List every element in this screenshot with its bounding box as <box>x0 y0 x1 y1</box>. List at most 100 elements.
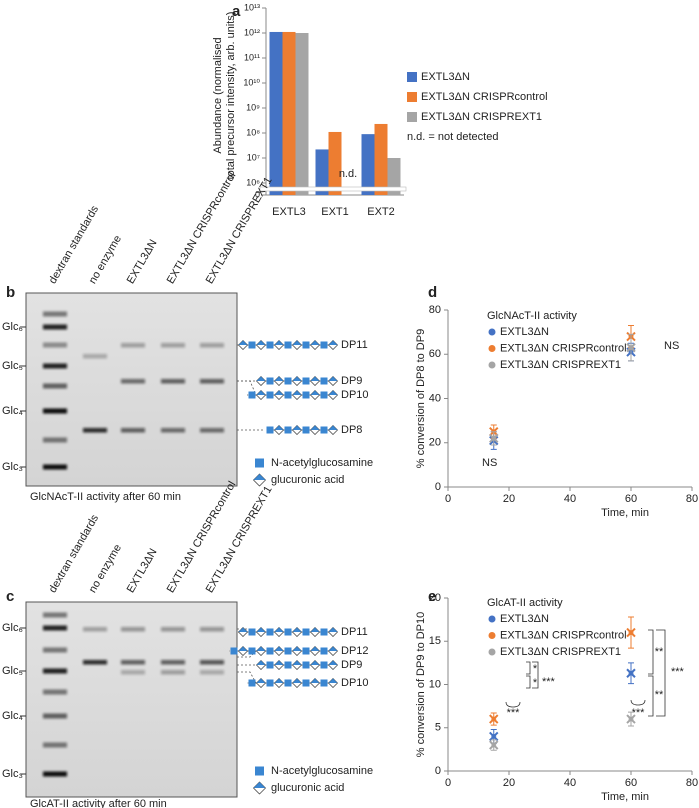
band <box>43 324 67 330</box>
annotation: *** <box>507 707 521 719</box>
glcNAc <box>302 679 310 687</box>
y-axis-title-line: Abundance (normalised <box>212 37 224 153</box>
legend-label: EXTL3ΔN <box>500 613 549 625</box>
x-tick-label: 0 <box>445 777 451 789</box>
annotation: NS <box>664 340 679 352</box>
legend-marker <box>488 632 496 639</box>
legend-marker <box>488 345 496 352</box>
glcNAc <box>248 679 256 687</box>
x-tick-label: EXT2 <box>367 206 395 218</box>
bar <box>374 123 388 195</box>
band <box>121 627 145 632</box>
band <box>161 343 185 348</box>
glcNAc <box>284 628 292 636</box>
band <box>200 379 224 384</box>
legend-label: EXTL3ΔN CRISPREXT1 <box>500 359 621 371</box>
glcNAc <box>302 377 310 385</box>
glcA-half <box>274 376 284 381</box>
glcA-half <box>292 425 302 430</box>
glcA-half <box>256 390 266 395</box>
y-axis-title: % conversion of DP9 to DP10 <box>415 612 427 758</box>
glcNAc <box>266 391 274 399</box>
product-label: DP9 <box>341 659 362 671</box>
glcNAc <box>266 426 274 434</box>
x-tick-label: 20 <box>503 777 515 789</box>
legend-marker <box>488 615 496 623</box>
glcA-half <box>256 646 266 651</box>
ladder-label: Glc₄ <box>2 710 24 722</box>
band <box>83 354 107 359</box>
product-label: DP10 <box>341 389 369 401</box>
glcA-half <box>274 390 284 395</box>
y-tick-label: 0 <box>435 765 441 777</box>
legend-label: glucuronic acid <box>271 782 344 794</box>
glcA-half <box>256 678 266 683</box>
glcNAc <box>302 341 310 349</box>
glcNAc <box>320 628 328 636</box>
annotation: NS <box>482 457 497 469</box>
glcA-half <box>328 340 338 345</box>
legend-title: GlcNAcT-II activity <box>487 310 577 322</box>
missing-label: n.d. <box>339 168 357 180</box>
point <box>491 742 497 748</box>
band <box>161 627 185 632</box>
y-tick-label: 5 <box>435 722 441 734</box>
glcNAc <box>302 391 310 399</box>
panel-label: e <box>428 588 436 605</box>
legend-glcNAc <box>255 766 264 776</box>
glcNAc <box>320 391 328 399</box>
band <box>43 612 67 618</box>
band <box>43 383 67 389</box>
y-tick-label: 10 <box>429 678 441 690</box>
y-tick-label: 0 <box>255 189 260 199</box>
glcNAc <box>266 679 274 687</box>
band <box>43 742 67 748</box>
glcA-half <box>292 627 302 632</box>
glcNAc <box>302 426 310 434</box>
glcNAc <box>230 647 238 655</box>
annotation: ** <box>655 646 664 658</box>
glcNAc <box>284 341 292 349</box>
band <box>83 627 107 632</box>
product-label: DP10 <box>341 677 369 689</box>
point <box>628 345 634 351</box>
product-label: DP9 <box>341 375 362 387</box>
glcA-half <box>328 425 338 430</box>
band <box>121 660 145 665</box>
point <box>491 733 497 739</box>
panel-label: d <box>428 284 437 301</box>
glcA-half <box>256 660 266 665</box>
glcA-half <box>256 376 266 381</box>
legend-label: N-acetylglucosamine <box>271 765 373 777</box>
y-tick-label: 20 <box>429 592 441 604</box>
glcA-half <box>310 376 320 381</box>
lane-label: no enzyme <box>87 542 124 595</box>
glcA-half <box>292 678 302 683</box>
legend-label: EXTL3ΔN CRISPREXT1 <box>500 646 621 658</box>
annotation: * <box>533 677 538 689</box>
panel-label: c <box>6 588 14 605</box>
x-tick-label: 40 <box>564 777 576 789</box>
glcA-half <box>328 627 338 632</box>
y-tick-label: 20 <box>429 437 441 449</box>
band <box>121 379 145 384</box>
legend-marker <box>488 328 496 336</box>
band <box>43 713 67 719</box>
glcNAc <box>248 647 256 655</box>
point <box>491 716 497 722</box>
glcA-half <box>310 678 320 683</box>
band <box>43 647 67 653</box>
product-label: DP12 <box>341 645 369 657</box>
y-tick-label: 0 <box>435 481 441 493</box>
band <box>121 428 145 433</box>
panel-label: a <box>232 3 241 20</box>
x-tick-label: 60 <box>625 777 637 789</box>
x-tick-label: 80 <box>686 493 698 505</box>
glcA-half <box>238 646 248 651</box>
x-tick-label: 60 <box>625 493 637 505</box>
x-tick-label: 0 <box>445 493 451 505</box>
glcNAc <box>320 661 328 669</box>
x-axis-title: Time, min <box>601 791 649 803</box>
y-axis-title: % conversion of DP8 to DP9 <box>415 329 427 468</box>
point <box>628 630 634 636</box>
